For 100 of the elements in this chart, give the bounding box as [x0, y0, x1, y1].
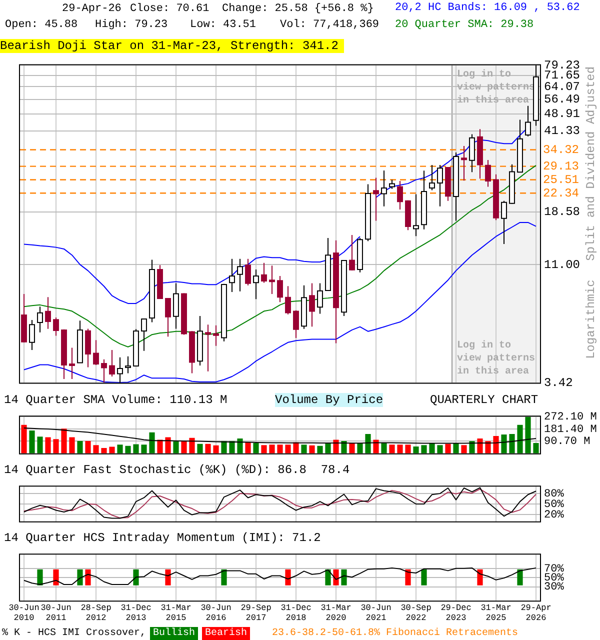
bar	[461, 445, 467, 454]
bar	[445, 444, 451, 454]
bar	[469, 441, 475, 454]
bar	[205, 444, 211, 454]
bar	[173, 441, 179, 454]
bar	[277, 444, 283, 454]
bar	[365, 434, 371, 454]
chart-title: 14 Quarter Fast Stochastic (%K) (%D): 86.8 78.4	[4, 463, 350, 477]
bar	[37, 436, 43, 454]
bar	[405, 444, 411, 454]
bar	[325, 442, 331, 454]
text: QUARTERLY CHART	[430, 393, 538, 407]
chart-title: 14 Quarter SMA Volume: 110.13 M	[4, 393, 228, 407]
bar	[253, 442, 259, 454]
bar	[245, 442, 251, 454]
bar	[301, 444, 307, 454]
bar	[149, 432, 155, 454]
y-tick-label: 181.40 M	[544, 424, 597, 436]
annotation: Log in to view patterns in this area	[457, 68, 536, 107]
bar	[309, 445, 315, 454]
bar	[493, 436, 499, 454]
bar	[373, 440, 379, 454]
text: 29-Apr-26	[62, 2, 122, 16]
text: Open: 45.88	[5, 18, 78, 32]
bar	[69, 437, 75, 454]
bar	[157, 440, 163, 454]
x-tick-label: 29-Dec 2023	[440, 602, 472, 624]
bar	[269, 444, 275, 454]
bar	[477, 438, 483, 454]
bar	[485, 441, 491, 454]
y-axis-title: Split and Dividend Adjusted	[584, 66, 598, 261]
bar	[317, 446, 323, 454]
chart-title: Bearish Doji Star on 31-Mar-23, Strength: 341.2	[0, 39, 344, 53]
text: Vol: 77,418,369	[280, 18, 380, 32]
legend-title: % K - HCS IMI Crossover,	[2, 627, 146, 640]
bar	[141, 444, 147, 454]
text: High: 79.23	[95, 18, 168, 32]
y-tick-label: 3.42	[544, 376, 573, 390]
ref-line-label: 34.32	[543, 142, 580, 157]
x-tick-label: 29-Apr 2026	[520, 602, 552, 624]
x-tick-label: 31-Dec 2013	[120, 602, 152, 624]
text: Change: 25.58 {+56.8 %}	[222, 2, 374, 16]
bar	[437, 445, 443, 454]
bar	[213, 445, 219, 454]
text: Logarithmic	[584, 280, 598, 359]
y-tick-label: 41.33	[544, 124, 580, 138]
y-tick-label: 48.91	[544, 107, 580, 122]
ref-line-label: 29.13	[543, 159, 580, 174]
bar	[93, 445, 99, 454]
bar	[293, 442, 299, 454]
bar	[85, 440, 91, 454]
x-tick-label: 31-Mar 2025	[480, 602, 512, 624]
text: 23.6-38.2-50-61.8% Fibonacci Retracements	[272, 627, 518, 640]
bar	[181, 441, 187, 454]
bar	[381, 442, 387, 454]
x-tick-label: 29-Sep 2017	[240, 602, 272, 624]
bar	[77, 440, 83, 454]
bar	[101, 448, 107, 454]
y-tick-label: 50%	[544, 498, 564, 511]
annotation: Log in to view patterns in this area	[457, 339, 536, 378]
text: Close: 70.61	[130, 2, 210, 16]
text: Low: 43.51	[190, 18, 256, 32]
bar	[533, 442, 539, 454]
bar	[221, 441, 227, 454]
bar	[389, 444, 395, 454]
bar	[45, 437, 51, 454]
bar	[509, 434, 515, 454]
y-tick-label: 11.00	[544, 258, 580, 272]
text: 20,2 HC Bands: 16.09 , 53.62	[395, 1, 580, 15]
text: Volume By Price	[275, 393, 384, 407]
bar	[237, 438, 243, 454]
bar	[285, 444, 291, 454]
y-tick-label: 90.70 M	[544, 436, 590, 448]
bar	[229, 441, 235, 454]
chart-title: 14 Quarter HCS Intraday Momentum (IMI): 71.2	[4, 531, 321, 545]
x-tick-label: 28-Sep 2012	[80, 602, 112, 624]
y-tick-label: 20%	[544, 509, 564, 522]
bar	[349, 442, 355, 454]
x-tick-label: 31-Mar 2015	[160, 602, 192, 624]
y-tick-label: 18.58	[544, 204, 580, 219]
x-tick-label: 30-Sep 2022	[400, 602, 432, 624]
bar	[29, 430, 35, 454]
ref-line-label: 22.34	[543, 186, 580, 200]
bar	[165, 437, 171, 454]
x-tick-label: 31-Dec 2018	[280, 602, 312, 624]
x-tick-label: 30-Jun 2021	[360, 602, 392, 624]
bar	[413, 446, 419, 454]
bar	[125, 446, 131, 454]
text: Bearish	[202, 627, 250, 640]
x-tick-label: 30-Jun 2016	[200, 602, 232, 624]
bar	[517, 424, 523, 454]
bar	[453, 444, 459, 454]
bar	[397, 444, 403, 454]
bar	[261, 445, 267, 454]
bar	[525, 416, 531, 454]
y-tick-label: 80%	[544, 488, 564, 500]
bar	[189, 438, 195, 454]
bar	[421, 445, 427, 454]
bar	[21, 424, 27, 454]
y-tick-label: 272.10 M	[544, 412, 597, 424]
